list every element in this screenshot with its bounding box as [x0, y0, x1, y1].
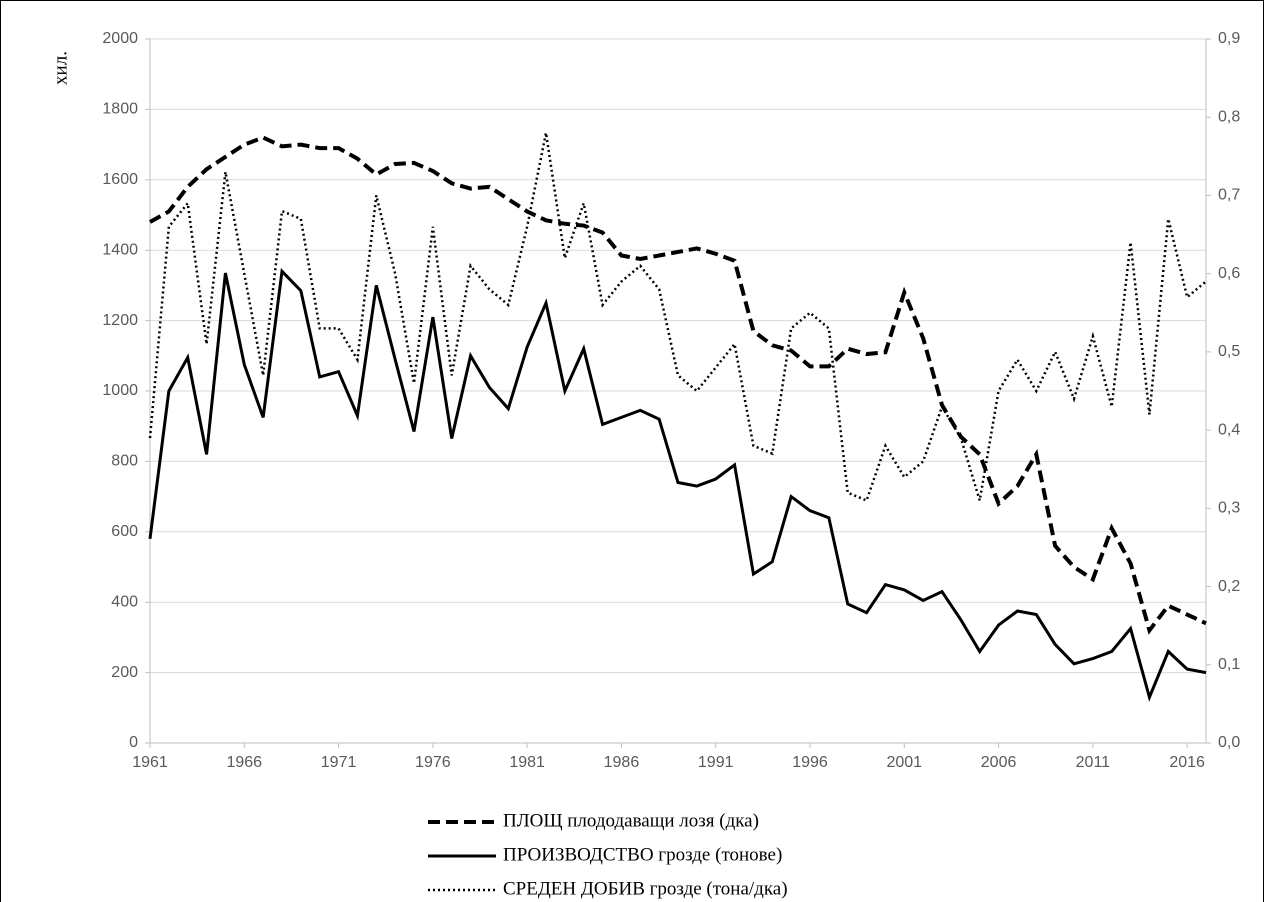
x-tick-label: 2006 [981, 754, 1017, 771]
x-tick-label: 2001 [886, 754, 922, 771]
x-tick-label: 1971 [321, 754, 357, 771]
y2-tick-label: 0,0 [1218, 734, 1240, 751]
x-tick-label: 1961 [132, 754, 168, 771]
y-tick-label: 1200 [102, 312, 138, 329]
series-line [148, 268, 1207, 702]
x-tick-label: 1981 [509, 754, 545, 771]
y2-tick-label: 0,6 [1218, 265, 1240, 282]
x-tick-label: 1986 [604, 754, 640, 771]
y-tick-label: 400 [111, 593, 138, 610]
legend-label: ПРОИЗВОДСТВО грозде (тонове) [503, 844, 782, 865]
legend-label: СРЕДЕН ДОБИВ грозде (тона/дка) [503, 878, 788, 899]
y-tick-label: 800 [111, 453, 138, 470]
y-tick-label: 2000 [102, 30, 138, 47]
y2-tick-label: 0,8 [1218, 108, 1240, 125]
x-tick-label: 1966 [226, 754, 262, 771]
x-tick-label: 1996 [792, 754, 828, 771]
y-tick-label: 1800 [102, 101, 138, 118]
y-axis-label: хил. [50, 51, 71, 85]
y2-tick-label: 0,4 [1218, 421, 1240, 438]
y-tick-label: 0 [129, 734, 138, 751]
y-tick-label: 1400 [102, 241, 138, 258]
x-tick-label: 2011 [1076, 754, 1111, 771]
legend-label: ПЛОЩ плододаващи лозя (дка) [503, 810, 759, 831]
y2-tick-label: 0,1 [1218, 656, 1240, 673]
y-tick-label: 200 [111, 664, 138, 681]
y-tick-label: 600 [111, 523, 138, 540]
x-tick-label: 2016 [1169, 754, 1205, 771]
x-tick-label: 1991 [698, 754, 734, 771]
y-tick-label: 1000 [102, 382, 138, 399]
series-line [148, 132, 1207, 503]
y-tick-label: 1600 [102, 171, 138, 188]
y2-tick-label: 0,5 [1218, 343, 1240, 360]
series-line [149, 135, 1207, 635]
y2-tick-label: 0,9 [1218, 30, 1240, 47]
y2-tick-label: 0,3 [1218, 500, 1240, 517]
y2-tick-label: 0,2 [1218, 578, 1240, 595]
x-tick-label: 1976 [415, 754, 451, 771]
y2-tick-label: 0,7 [1218, 187, 1240, 204]
